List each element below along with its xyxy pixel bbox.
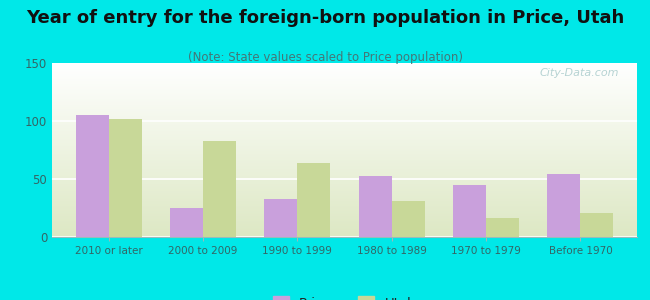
Bar — [109, 119, 142, 237]
Bar — [265, 199, 297, 237]
Text: City-Data.com: City-Data.com — [540, 68, 619, 78]
Bar — [580, 213, 614, 237]
Bar — [297, 163, 330, 237]
Text: (Note: State values scaled to Price population): (Note: State values scaled to Price popu… — [187, 51, 463, 64]
Bar — [75, 115, 109, 237]
Bar — [453, 185, 486, 237]
Text: Year of entry for the foreign-born population in Price, Utah: Year of entry for the foreign-born popul… — [26, 9, 624, 27]
Bar — [359, 176, 392, 237]
Bar — [170, 208, 203, 237]
Bar — [392, 201, 424, 237]
Bar — [547, 174, 580, 237]
Legend: Price, Utah: Price, Utah — [269, 292, 420, 300]
Bar — [203, 141, 236, 237]
Bar — [486, 218, 519, 237]
